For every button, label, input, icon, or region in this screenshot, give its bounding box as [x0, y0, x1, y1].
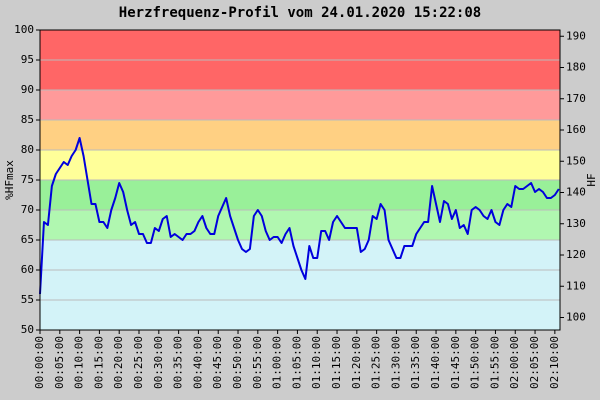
x-tick-label: 00:40:00 [191, 336, 204, 389]
y-tick-label: 75 [21, 173, 34, 186]
x-tick-label: 01:40:00 [429, 336, 442, 389]
plot-border [39, 29, 561, 331]
zone-band [40, 150, 560, 180]
y-tick-label: 55 [21, 293, 34, 306]
x-tick-label: 01:30:00 [389, 336, 402, 389]
chart-title: Herzfrequenz-Profil vom 24.01.2020 15:22… [119, 5, 481, 21]
x-tick-label: 01:35:00 [409, 336, 422, 389]
y2-tick-label: 190 [566, 29, 586, 42]
x-tick-label: 01:10:00 [310, 336, 323, 389]
x-tick-label: 02:05:00 [528, 336, 541, 389]
y2-tick-label: 100 [566, 311, 586, 324]
y-tick-label: 100 [14, 23, 34, 36]
x-tick-label: 00:10:00 [73, 336, 86, 389]
x-tick-label: 00:50:00 [231, 336, 244, 389]
x-tick-label: 00:35:00 [172, 336, 185, 389]
y2-axis-label: HF [585, 173, 598, 186]
y-tick-label: 50 [21, 323, 34, 336]
x-tick-label: 00:00:00 [33, 336, 46, 389]
x-tick-label: 01:20:00 [350, 336, 363, 389]
y2-tick-label: 120 [566, 248, 586, 261]
y-tick-label: 60 [21, 263, 34, 276]
y2-tick-label: 170 [566, 92, 586, 105]
zone-band [40, 120, 560, 150]
y2-tick-label: 150 [566, 154, 586, 167]
zone-band [40, 210, 560, 240]
y-axis-label: %HFmax [3, 160, 16, 200]
hr-line [39, 137, 560, 295]
x-tick-label: 00:05:00 [53, 336, 66, 389]
y2-tick-label: 180 [566, 61, 586, 74]
x-tick-label: 00:25:00 [132, 336, 145, 389]
x-tick-label: 01:45:00 [449, 336, 462, 389]
x-tick-label: 00:20:00 [112, 336, 125, 389]
x-tick-label: 01:55:00 [488, 336, 501, 389]
x-tick-label: 00:30:00 [152, 336, 165, 389]
y2-tick-label: 160 [566, 123, 586, 136]
x-tick-label: 00:45:00 [211, 336, 224, 389]
zone-band [40, 240, 560, 330]
x-tick-label: 00:55:00 [251, 336, 264, 389]
y-tick-label: 65 [21, 233, 34, 246]
x-tick-label: 02:00:00 [508, 336, 521, 389]
x-tick-label: 01:25:00 [370, 336, 383, 389]
y-tick-label: 90 [21, 83, 34, 96]
y2-tick-label: 130 [566, 217, 586, 230]
y-tick-label: 95 [21, 53, 34, 66]
x-tick-label: 02:10:00 [548, 336, 561, 389]
y2-tick-label: 140 [566, 186, 586, 199]
x-tick-label: 01:05:00 [290, 336, 303, 389]
y-tick-label: 70 [21, 203, 34, 216]
x-tick-label: 01:50:00 [469, 336, 482, 389]
x-tick-label: 01:15:00 [330, 336, 343, 389]
y-tick-label: 80 [21, 143, 34, 156]
zone-band [40, 90, 560, 120]
y2-tick-label: 110 [566, 279, 586, 292]
x-tick-label: 00:15:00 [92, 336, 105, 389]
x-tick-label: 01:00:00 [271, 336, 284, 389]
y-tick-label: 85 [21, 113, 34, 126]
